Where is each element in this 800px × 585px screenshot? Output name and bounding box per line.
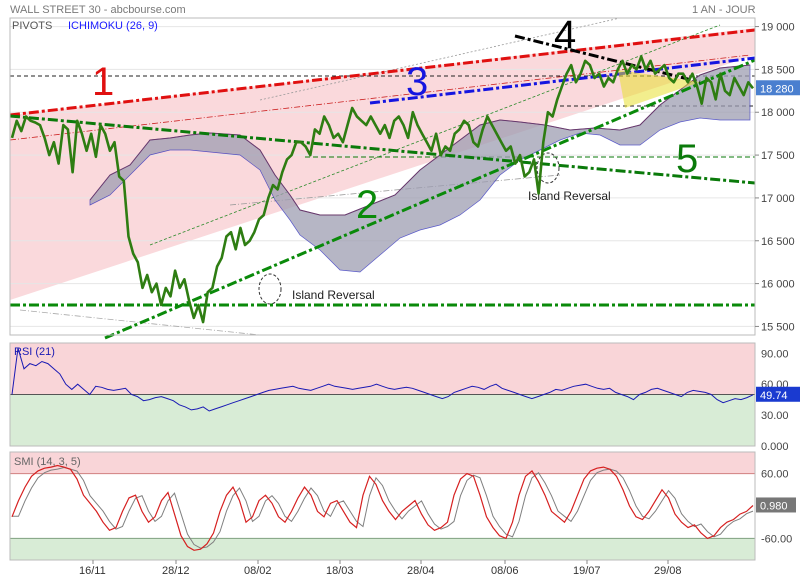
trendline-2 bbox=[104, 58, 756, 340]
period-label: 1 AN - JOUR bbox=[692, 4, 756, 16]
channel-zone bbox=[10, 28, 755, 300]
rsi-y-tick-label: 0.000 bbox=[761, 441, 789, 453]
price-y-tick-label: 18 500 bbox=[761, 64, 795, 76]
smi-last-value-label: 0.980 bbox=[760, 500, 788, 512]
x-tick-label: 18/03 bbox=[326, 565, 354, 577]
x-tick-label: 16/11 bbox=[79, 565, 106, 577]
annotation-island-reversal: Island Reversal bbox=[528, 189, 611, 203]
price-y-tick-label: 17 000 bbox=[761, 193, 795, 205]
x-tick-label: 08/06 bbox=[491, 565, 519, 577]
annotation-island-reversal: Island Reversal bbox=[292, 288, 375, 302]
price-y-tick-label: 18 000 bbox=[761, 107, 795, 119]
rsi-y-tick-label: 30.00 bbox=[761, 410, 789, 422]
rsi-last-value-box bbox=[756, 386, 800, 402]
trendline-label-3: 3 bbox=[406, 60, 428, 104]
smi-signal-line bbox=[12, 466, 754, 549]
smi-overbought-zone bbox=[10, 452, 755, 474]
x-tick-label: 19/07 bbox=[573, 565, 601, 577]
rsi-panel-frame bbox=[9, 342, 756, 447]
x-tick-label: 28/12 bbox=[162, 565, 190, 577]
trendline-5 bbox=[9, 114, 756, 185]
smi-y-tick-label: -60.00 bbox=[761, 533, 792, 545]
smi-panel-frame bbox=[9, 451, 756, 561]
price-y-tick-label: 16 500 bbox=[761, 236, 795, 248]
triangle-pattern bbox=[618, 70, 700, 108]
smi-title: SMI (14, 3, 5) bbox=[14, 456, 81, 468]
rsi-line bbox=[11, 347, 754, 412]
trendline-label-5: 5 bbox=[676, 137, 698, 181]
trendline-label-4: 4 bbox=[554, 13, 576, 57]
trendline-label-1: 1 bbox=[92, 60, 114, 104]
last-price-box bbox=[756, 80, 800, 96]
trendline-3 bbox=[369, 56, 756, 105]
last-price-label: 18 280 bbox=[760, 83, 794, 95]
rsi-y-tick-label: 90.00 bbox=[761, 348, 789, 360]
rsi-oversold-zone bbox=[10, 394, 755, 446]
smi-line bbox=[11, 464, 754, 551]
price-panel-frame bbox=[9, 17, 756, 336]
price-y-tick-label: 17 500 bbox=[761, 150, 795, 162]
price-line bbox=[10, 55, 755, 324]
x-tick-label: 29/08 bbox=[654, 565, 682, 577]
guide-line bbox=[19, 309, 261, 336]
price-y-tick-label: 15 500 bbox=[761, 321, 795, 333]
chart-title: WALL STREET 30 - abcbourse.com bbox=[10, 4, 186, 16]
pivots-indicator-label[interactable]: PIVOTS bbox=[12, 20, 53, 32]
rsi-last-value-label: 49.74 bbox=[760, 390, 788, 402]
trendline-1 bbox=[9, 28, 756, 117]
price-y-tick-label: 16 000 bbox=[761, 279, 795, 291]
price-y-tick-label: 19 000 bbox=[761, 22, 795, 34]
smi-oversold-zone bbox=[10, 538, 755, 560]
rsi-title: RSI (21) bbox=[14, 346, 55, 358]
x-tick-label: 28/04 bbox=[407, 565, 435, 577]
ichimoku-indicator-label[interactable]: ICHIMOKU (26, 9) bbox=[68, 20, 158, 32]
smi-last-value-box bbox=[756, 497, 796, 513]
guide-line bbox=[259, 17, 621, 101]
cloud-upper-edge bbox=[89, 64, 751, 216]
smi-y-tick-label: 60.00 bbox=[761, 469, 789, 481]
island-reversal-circle bbox=[536, 152, 560, 184]
trendline-label-2: 2 bbox=[356, 183, 378, 227]
island-reversal-circle bbox=[258, 273, 282, 305]
x-tick-label: 08/02 bbox=[244, 565, 272, 577]
